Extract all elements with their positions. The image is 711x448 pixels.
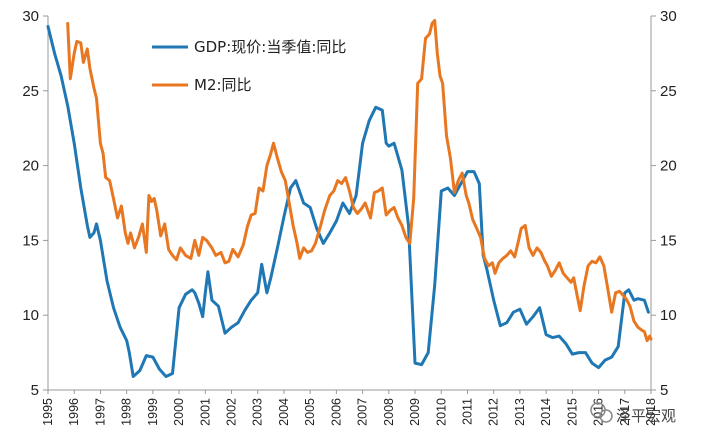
series-layer <box>46 19 653 378</box>
x-tick-label: 2017 <box>618 398 632 426</box>
y-left-tick-label: 30 <box>22 8 39 25</box>
x-tick-label: 2004 <box>277 398 291 426</box>
series-line-gdp <box>46 25 650 378</box>
x-tick-label: 2005 <box>303 398 317 426</box>
watermark: 泽平宏观 <box>590 402 676 425</box>
x-tick-label: 2012 <box>487 398 501 426</box>
x-tick-label: 2008 <box>382 398 396 426</box>
x-tick-label: 2006 <box>329 398 343 426</box>
x-tick-label: 2014 <box>539 398 553 426</box>
x-tick-label: 2013 <box>513 398 527 426</box>
x-tick-label: 1996 <box>67 398 81 426</box>
y-right-tick-label: 5 <box>660 382 668 399</box>
x-tick-label: 2011 <box>460 398 474 425</box>
y-right-tick-label: 20 <box>660 158 677 175</box>
axes: 5 5 10 10 15 15 20 20 25 25 30 30 1995 1996 1997 1998 19… <box>22 8 676 426</box>
y-left-tick-label: 5 <box>31 382 39 399</box>
y-right-tick-label: 10 <box>660 307 677 324</box>
x-tick-label: 2001 <box>198 398 212 426</box>
legend-label: M2:同比 <box>194 76 252 94</box>
series-line-m2 <box>66 19 653 343</box>
y-left-tick-label: 25 <box>22 83 39 100</box>
x-tick-label: 2010 <box>434 398 448 426</box>
y-right-tick-label: 30 <box>660 8 677 25</box>
x-tick-label: 2000 <box>172 398 186 426</box>
x-tick-label: 2007 <box>356 398 370 426</box>
x-tick-label: 1995 <box>41 398 55 426</box>
x-tick-label: 2015 <box>565 398 579 426</box>
legend: GDP:现价:当季值:同比 M2:同比 <box>152 38 346 94</box>
x-tick-label: 2009 <box>408 398 422 426</box>
x-tick-label: 2002 <box>225 398 239 426</box>
y-left-tick-label: 15 <box>22 232 39 249</box>
x-tick-label: 1998 <box>120 398 134 426</box>
x-tick-label: 1997 <box>93 398 107 426</box>
y-left-tick-label: 20 <box>22 158 39 175</box>
watermark-text: 泽平宏观 <box>616 407 676 425</box>
x-tick-label: 2018 <box>644 398 658 426</box>
y-right-tick-label: 25 <box>660 83 677 100</box>
legend-label: GDP:现价:当季值:同比 <box>194 38 346 56</box>
y-right-tick-label: 15 <box>660 232 677 249</box>
x-tick-label: 1999 <box>146 398 160 426</box>
wechat-icon <box>590 402 613 423</box>
y-left-tick-label: 10 <box>22 307 39 324</box>
x-tick-label: 2003 <box>251 398 265 426</box>
